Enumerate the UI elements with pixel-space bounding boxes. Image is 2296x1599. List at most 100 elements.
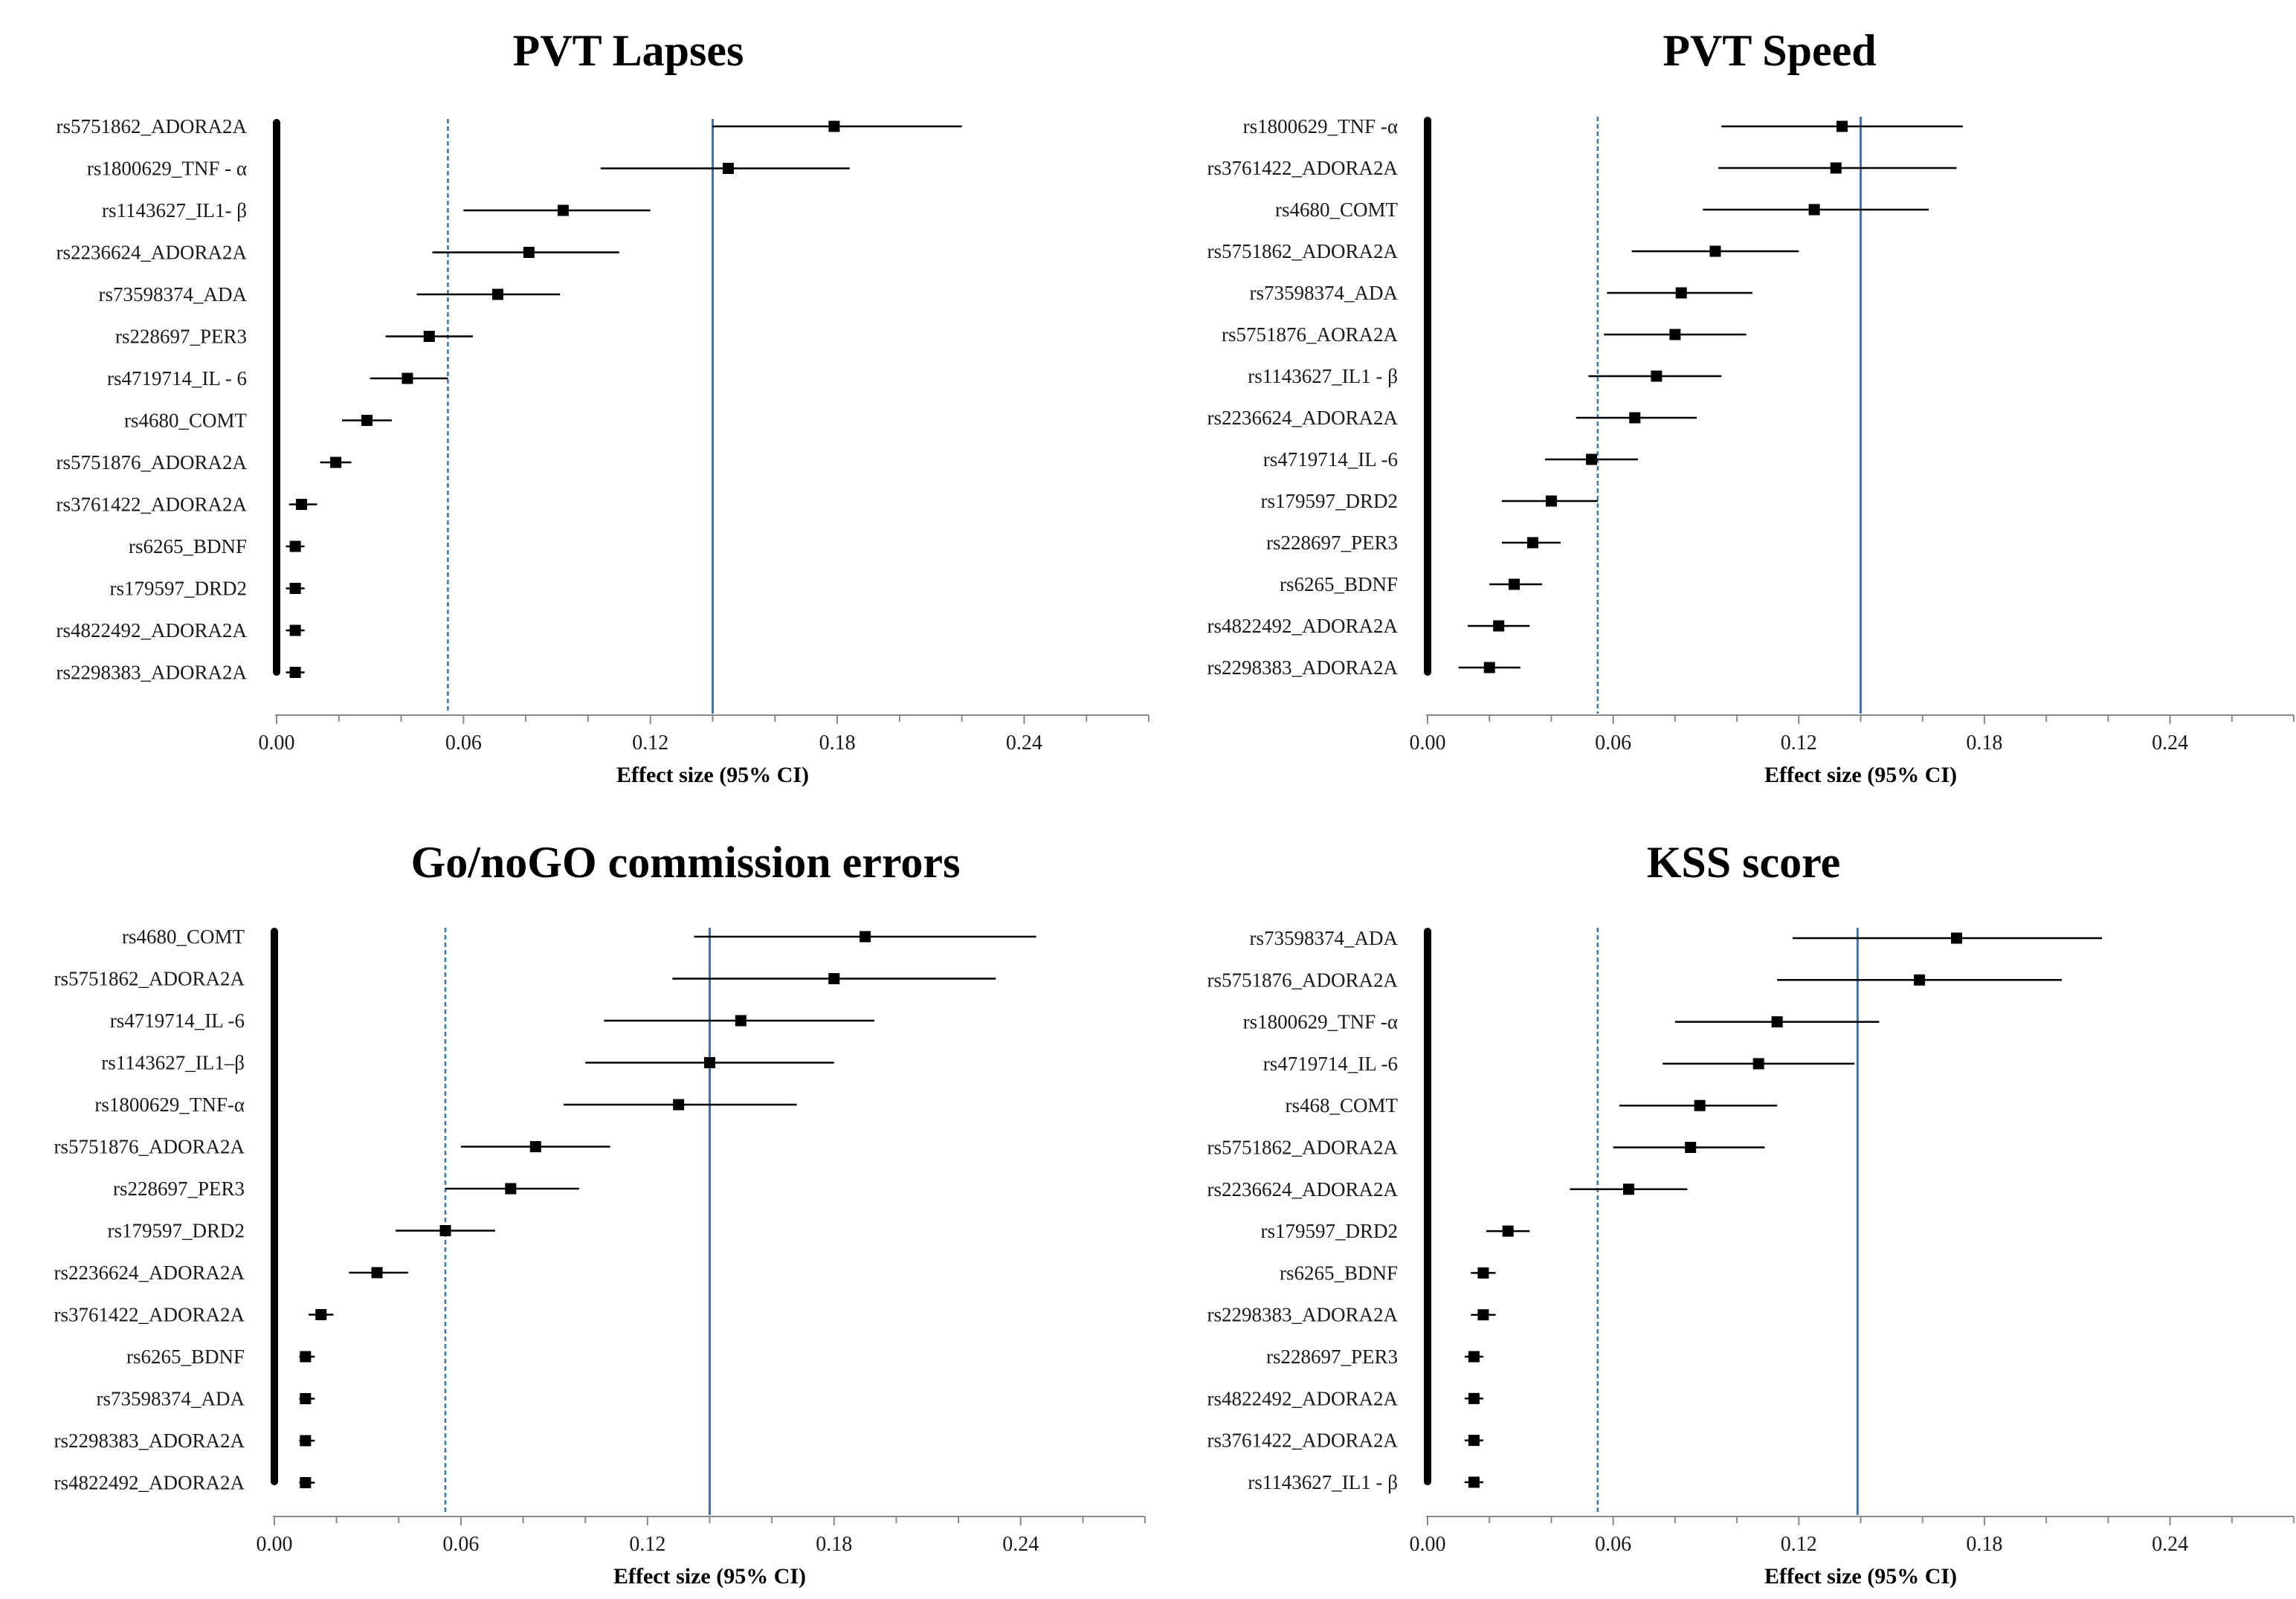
row-label: rs2298383_ADORA2A — [54, 1430, 245, 1452]
point-estimate-marker — [289, 667, 301, 678]
row-label: rs73598374_ADA — [97, 1388, 245, 1410]
point-estimate-marker — [1685, 1142, 1697, 1153]
point-estimate-marker — [828, 973, 840, 984]
row-label: rs1143627_IL1–β — [101, 1052, 245, 1074]
point-estimate-marker — [315, 1309, 327, 1320]
point-estimate-marker — [300, 1477, 312, 1488]
point-estimate-marker — [735, 1015, 746, 1027]
row-label: rs228697_PER3 — [1266, 532, 1398, 554]
x-tick-label: 0.24 — [1006, 731, 1042, 755]
point-estimate-marker — [1622, 1183, 1634, 1195]
point-estimate-marker — [423, 331, 435, 342]
x-tick-label: 0.00 — [257, 1533, 293, 1556]
x-tick-label: 0.24 — [1002, 1533, 1039, 1556]
point-estimate-marker — [439, 1225, 451, 1236]
row-label: rs4719714_IL -6 — [110, 1010, 245, 1032]
x-tick-label: 0.18 — [816, 1533, 852, 1556]
row-label: rs6265_BDNF — [129, 535, 247, 558]
x-tick-label: 0.06 — [445, 731, 482, 755]
point-estimate-marker — [1545, 495, 1557, 507]
row-label: rs4822492_ADORA2A — [57, 619, 248, 642]
row-label: rs468_COMT — [1285, 1094, 1398, 1117]
row-label: rs2298383_ADORA2A — [1207, 1304, 1399, 1326]
row-label: rs4680_COMT — [124, 410, 248, 432]
point-estimate-marker — [1586, 453, 1598, 465]
panel-title: Go/noGO commission errors — [411, 838, 961, 887]
x-tick-label: 0.12 — [632, 731, 668, 755]
point-estimate-marker — [1468, 1351, 1480, 1363]
row-label: rs2236624_ADORA2A — [54, 1262, 245, 1284]
point-estimate-marker — [300, 1393, 312, 1404]
x-tick-label: 0.00 — [1410, 1533, 1446, 1556]
point-estimate-marker — [1526, 537, 1538, 549]
point-estimate-marker — [300, 1435, 312, 1447]
row-label: rs3761422_ADORA2A — [1207, 1430, 1399, 1452]
row-label: rs4822492_ADORA2A — [1207, 615, 1399, 637]
row-label: rs1143627_IL1- β — [102, 199, 247, 222]
x-axis-label: Effect size (95% CI) — [613, 1564, 806, 1589]
point-estimate-marker — [704, 1057, 715, 1068]
row-label: rs5751862_ADORA2A — [54, 968, 245, 990]
point-estimate-marker — [296, 499, 308, 510]
x-tick-label: 0.00 — [1410, 731, 1446, 755]
x-tick-label: 0.06 — [1595, 1533, 1631, 1556]
row-label: rs2236624_ADORA2A — [57, 242, 248, 264]
point-estimate-marker — [1914, 974, 1926, 986]
point-estimate-marker — [1808, 204, 1820, 216]
row-label: rs1143627_IL1 - β — [1248, 1471, 1398, 1493]
panel-title: PVT Speed — [1663, 26, 1876, 75]
point-estimate-marker — [289, 624, 301, 636]
row-label: rs5751862_ADORA2A — [1207, 1137, 1399, 1159]
point-estimate-marker — [1669, 329, 1681, 340]
point-estimate-marker — [1651, 370, 1663, 382]
row-label: rs6265_BDNF — [1280, 573, 1398, 595]
point-estimate-marker — [289, 540, 301, 552]
row-label: rs4822492_ADORA2A — [1207, 1387, 1399, 1409]
row-label: rs1800629_TNF -α — [1243, 1011, 1398, 1033]
row-label: rs73598374_ADA — [99, 283, 248, 306]
panel-title: PVT Lapses — [513, 26, 744, 75]
point-estimate-marker — [371, 1267, 383, 1279]
x-tick-label: 0.12 — [1781, 731, 1817, 755]
row-label: rs228697_PER3 — [113, 1178, 245, 1200]
row-label: rs3761422_ADORA2A — [57, 494, 248, 516]
point-estimate-marker — [330, 456, 342, 468]
panel-4: KSS score 0.00 0.06 0.12 0.18 0.24 Effect size… — [1207, 838, 2295, 1589]
x-tick-label: 0.24 — [2152, 731, 2188, 755]
row-label: rs4680_COMT — [1275, 198, 1399, 221]
point-estimate-marker — [1950, 932, 1962, 944]
row-label: rs228697_PER3 — [1266, 1346, 1398, 1368]
point-estimate-marker — [1493, 620, 1505, 632]
x-tick-label: 0.00 — [259, 731, 295, 755]
panel-3: Go/noGO commission errors 0.00 0.06 0.12 0.1… — [54, 838, 1146, 1589]
x-tick-label: 0.12 — [1781, 1533, 1817, 1556]
point-estimate-marker — [557, 204, 569, 216]
point-estimate-marker — [722, 163, 734, 174]
row-label: rs5751876_ADORA2A — [54, 1136, 245, 1158]
point-estimate-marker — [1771, 1016, 1783, 1028]
point-estimate-marker — [1830, 162, 1842, 174]
row-label: rs3761422_ADORA2A — [54, 1304, 245, 1326]
x-tick-label: 0.18 — [1966, 731, 2002, 755]
point-estimate-marker — [1477, 1267, 1489, 1279]
point-estimate-marker — [860, 931, 871, 943]
row-label: rs4719714_IL -6 — [1263, 1053, 1398, 1075]
panel-2: PVT Speed 0.00 0.06 0.12 0.18 0.24 Effect size… — [1207, 26, 2295, 787]
row-label: rs1800629_TNF - α — [87, 158, 247, 180]
row-label: rs5751876_ADORA2A — [1207, 969, 1399, 991]
point-estimate-marker — [673, 1099, 685, 1111]
point-estimate-marker — [491, 288, 503, 300]
point-estimate-marker — [289, 583, 301, 594]
x-axis-label: Effect size (95% CI) — [1764, 1564, 1957, 1589]
row-label: rs179597_DRD2 — [107, 1220, 245, 1242]
point-estimate-marker — [523, 247, 535, 258]
point-estimate-marker — [1675, 287, 1687, 299]
point-estimate-marker — [505, 1183, 517, 1195]
x-tick-label: 0.18 — [819, 731, 856, 755]
row-label: rs2236624_ADORA2A — [1207, 407, 1399, 429]
point-estimate-marker — [828, 120, 840, 132]
row-label: rs5751876_ADORA2A — [57, 451, 248, 474]
x-tick-label: 0.24 — [2152, 1533, 2188, 1556]
x-axis-label: Effect size (95% CI) — [1764, 763, 1957, 787]
